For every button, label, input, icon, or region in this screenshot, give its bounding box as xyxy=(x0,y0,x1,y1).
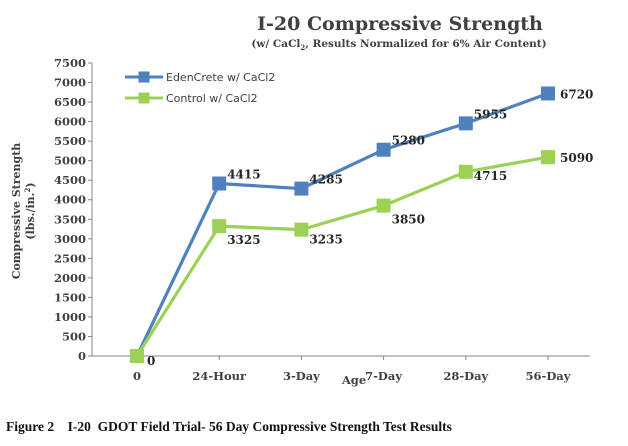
data-label: 4715 xyxy=(474,169,507,183)
x-axis-label: Age xyxy=(341,373,366,387)
legend-marker-control xyxy=(138,92,150,104)
data-point xyxy=(541,150,555,165)
y-tick-label: 2000 xyxy=(54,271,86,285)
x-tick-label: 24-Hour xyxy=(192,369,247,383)
legend-label-control: Control w/ CaCl2 xyxy=(166,92,258,105)
data-point xyxy=(130,349,144,363)
series-line-1 xyxy=(135,155,549,357)
y-axis-units: (lbs./in.2) xyxy=(23,182,37,239)
data-point xyxy=(376,198,391,213)
data-label: 3850 xyxy=(392,213,425,227)
legend: EdenCrete w/ CaCl2 Control w/ CaCl2 xyxy=(125,71,275,105)
data-point xyxy=(376,142,391,157)
y-axis-label: Compressive Strength xyxy=(10,143,23,280)
chart-title: I-20 Compressive Strength xyxy=(257,13,543,35)
y-tick-label: 3000 xyxy=(54,232,86,246)
x-tick-label: 3-Day xyxy=(283,369,320,383)
data-point xyxy=(458,164,473,179)
chart: I-20 Compressive Strength (w/ CaCl2, Res… xyxy=(10,13,593,387)
y-tick-label: 4500 xyxy=(54,173,86,187)
data-point xyxy=(212,176,227,191)
series-line-0 xyxy=(135,91,549,357)
y-tick-label: 7000 xyxy=(54,76,86,90)
data-point xyxy=(458,116,473,131)
x-tick-label: 0 xyxy=(133,369,141,383)
data-point xyxy=(294,222,309,237)
data-label: 0 xyxy=(147,354,155,368)
data-point xyxy=(541,86,555,101)
y-tick-label: 2500 xyxy=(54,251,86,265)
x-tick-label: 56-Day xyxy=(526,369,571,383)
legend-label-edencrete: EdenCrete w/ CaCl2 xyxy=(166,71,275,84)
data-label: 5280 xyxy=(392,134,425,148)
y-tick-label: 6500 xyxy=(54,95,86,109)
figure-caption-text: I-20 GDOT Field Trial- 56 Day Compressiv… xyxy=(67,419,452,434)
y-tick-label: 0 xyxy=(78,349,86,363)
data-label: 6720 xyxy=(560,87,593,101)
y-tick-label: 4000 xyxy=(54,193,86,207)
data-label: 4415 xyxy=(227,168,260,182)
y-tick-label: 5500 xyxy=(54,134,86,148)
data-label: 5090 xyxy=(560,151,593,165)
y-tick-label: 5000 xyxy=(54,154,86,168)
figure-caption: Figure 2 I-20 GDOT Field Trial- 56 Day C… xyxy=(6,419,452,435)
y-tick-label: 6000 xyxy=(54,115,86,129)
y-tick-label: 500 xyxy=(62,329,86,343)
data-point xyxy=(212,219,227,234)
data-label: 5955 xyxy=(474,107,507,121)
data-label: 4285 xyxy=(309,173,342,187)
y-tick-label: 1000 xyxy=(54,310,86,324)
y-tick-label: 3500 xyxy=(54,212,86,226)
figure-number: Figure 2 xyxy=(6,419,55,434)
y-tick-label: 1500 xyxy=(54,290,86,304)
chart-subtitle: (w/ CaCl2, Results Normalized for 6% Air… xyxy=(251,38,546,52)
data-label: 3235 xyxy=(309,233,342,247)
y-tick-label: 7500 xyxy=(54,56,86,70)
legend-marker-edencrete xyxy=(138,71,150,83)
x-tick-label: 7-Day xyxy=(365,369,402,383)
data-label: 3325 xyxy=(227,233,260,247)
data-point xyxy=(294,181,309,196)
x-tick-label: 28-Day xyxy=(443,369,488,383)
